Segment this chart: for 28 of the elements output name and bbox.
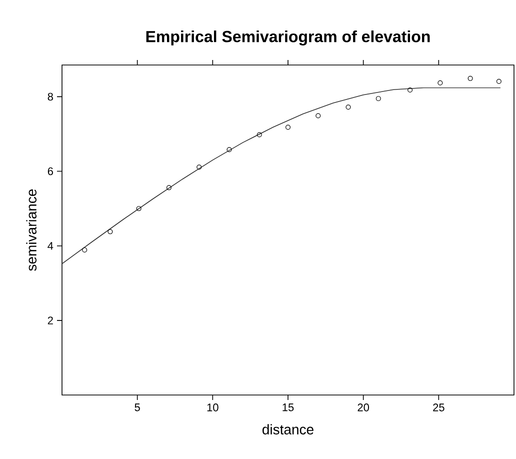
x-tick-label: 10 bbox=[207, 404, 218, 412]
point bbox=[438, 80, 443, 86]
y-tick-label: 4 bbox=[48, 242, 54, 250]
point bbox=[136, 206, 142, 212]
point bbox=[286, 124, 290, 130]
point bbox=[226, 147, 232, 152]
point bbox=[316, 113, 321, 118]
x-axis-title: distance bbox=[262, 424, 314, 434]
point bbox=[108, 229, 113, 234]
point bbox=[376, 96, 381, 102]
x-tick-label: 25 bbox=[433, 404, 444, 412]
chart-title: Empirical Semivariogram of elevation bbox=[146, 30, 430, 46]
point bbox=[496, 78, 502, 84]
line-series bbox=[62, 87, 501, 264]
point bbox=[256, 132, 262, 138]
point bbox=[166, 185, 172, 190]
y-tick-label: 8 bbox=[48, 92, 53, 101]
x-tick-label: 20 bbox=[358, 404, 370, 412]
point bbox=[196, 164, 202, 170]
y-tick-label: 6 bbox=[48, 167, 53, 176]
x-tick-label: 15 bbox=[282, 404, 294, 412]
point bbox=[82, 247, 88, 252]
y-tick-label: 2 bbox=[48, 316, 53, 324]
point bbox=[468, 76, 473, 81]
point bbox=[346, 104, 351, 110]
y-axis-title: semivariance bbox=[26, 189, 36, 271]
point bbox=[408, 87, 413, 92]
x-tick-label: 5 bbox=[134, 404, 140, 412]
